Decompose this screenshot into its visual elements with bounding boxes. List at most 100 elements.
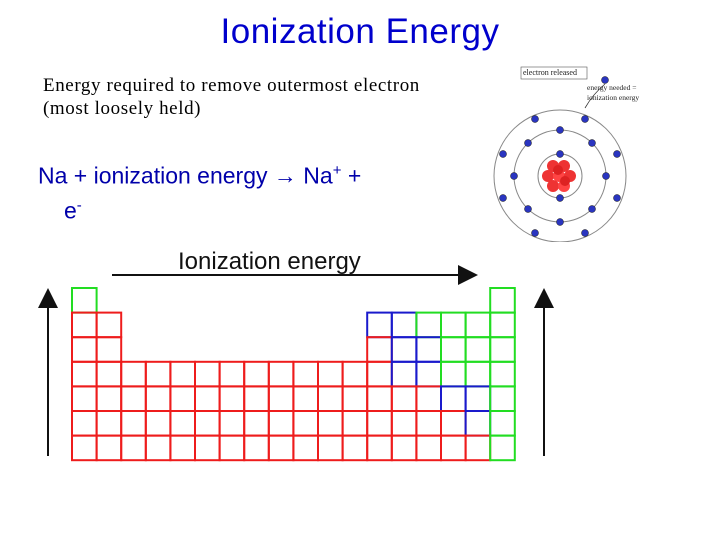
element-cell — [144, 385, 172, 412]
element-cell — [366, 360, 393, 388]
element-cell — [71, 360, 98, 388]
equation-electron-charge: - — [76, 196, 82, 214]
element-cell — [120, 434, 147, 462]
element-cell — [194, 410, 221, 437]
element-cell — [169, 360, 196, 388]
element-cell — [489, 410, 516, 437]
element-cell — [194, 360, 221, 388]
element-cell — [169, 410, 196, 437]
element-cell — [341, 385, 369, 412]
equation-suffix: + — [341, 162, 362, 189]
element-cell — [218, 434, 246, 462]
element-cell — [267, 360, 295, 388]
element-cell — [415, 360, 442, 388]
element-cell — [120, 385, 147, 412]
element-cell — [317, 360, 344, 388]
element-cell — [144, 360, 172, 388]
element-cell — [366, 311, 393, 339]
element-cell — [415, 336, 442, 363]
element-cell — [341, 360, 369, 388]
element-cell — [489, 287, 516, 314]
element-cell — [489, 360, 516, 388]
element-cell — [489, 311, 516, 339]
element-cell — [292, 434, 319, 462]
definition-text: Energy required to remove outermost elec… — [43, 75, 420, 119]
element-cell — [292, 410, 319, 437]
element-cell — [489, 336, 516, 363]
element-cell — [95, 434, 123, 462]
element-cell — [71, 434, 98, 462]
element-cell — [440, 410, 467, 437]
electrons — [499, 76, 621, 237]
element-cell — [390, 336, 418, 363]
periodic-table-cells — [71, 287, 516, 462]
element-cell — [464, 360, 492, 388]
element-cell — [95, 336, 123, 363]
ionization-energy-label: Ionization energy — [178, 248, 361, 275]
element-cell — [440, 360, 467, 388]
element-cell — [292, 385, 319, 412]
element-cell — [464, 385, 492, 412]
element-cell — [390, 360, 418, 388]
element-cell — [71, 287, 98, 314]
element-cell — [95, 410, 123, 437]
equation-line2: e- — [38, 191, 468, 226]
element-cell — [120, 410, 147, 437]
element-cell — [218, 385, 246, 412]
element-cell — [390, 434, 418, 462]
element-cell — [267, 410, 295, 437]
ionization-equation: Na + ionization energy → Na+ + e- — [38, 156, 468, 225]
element-cell — [440, 336, 467, 363]
element-cell — [464, 311, 492, 339]
element-cell — [366, 336, 393, 363]
element-cell — [415, 410, 442, 437]
element-cell — [95, 311, 123, 339]
label-energy-line1: energy needed = — [587, 83, 637, 92]
element-cell — [71, 336, 98, 363]
element-cell — [390, 410, 418, 437]
element-cell — [243, 360, 270, 388]
element-cell — [218, 360, 246, 388]
element-cell — [218, 410, 246, 437]
element-cell — [415, 385, 442, 412]
element-cell — [390, 311, 418, 339]
element-cell — [341, 434, 369, 462]
element-cell — [243, 410, 270, 437]
element-cell — [194, 434, 221, 462]
element-cell — [95, 360, 123, 388]
element-cell — [71, 410, 98, 437]
nucleus — [542, 160, 576, 192]
element-cell — [169, 434, 196, 462]
periodic-table-diagram: Ionization energy — [38, 248, 554, 462]
element-cell — [292, 360, 319, 388]
element-cell — [194, 385, 221, 412]
element-cell — [366, 410, 393, 437]
element-cell — [267, 434, 295, 462]
element-cell — [71, 311, 98, 339]
label-electron-released: electron released — [523, 68, 577, 77]
equation-electron: e — [64, 197, 77, 224]
released-electron-arrow — [584, 83, 606, 109]
element-cell — [95, 385, 123, 412]
element-cell — [341, 410, 369, 437]
orbit-outer — [493, 109, 627, 242]
element-cell — [464, 336, 492, 363]
element-cell — [489, 434, 516, 462]
element-cell — [440, 311, 467, 339]
element-cell — [440, 434, 467, 462]
element-cell — [243, 434, 270, 462]
atom-diagram: electron released energy needed = ioniza… — [493, 66, 639, 242]
element-cell — [317, 385, 344, 412]
element-cell — [415, 434, 442, 462]
element-cell — [317, 434, 344, 462]
equation-ion-charge: + — [332, 162, 342, 179]
element-cell — [317, 410, 344, 437]
element-cell — [366, 385, 393, 412]
element-cell — [144, 434, 172, 462]
released-electron — [601, 76, 609, 84]
element-cell — [169, 385, 196, 412]
equation-prefix: Na + ionization energy → Na — [38, 162, 333, 189]
slide-title: Ionization Energy — [220, 12, 500, 51]
element-cell — [390, 385, 418, 412]
element-cell — [243, 385, 270, 412]
